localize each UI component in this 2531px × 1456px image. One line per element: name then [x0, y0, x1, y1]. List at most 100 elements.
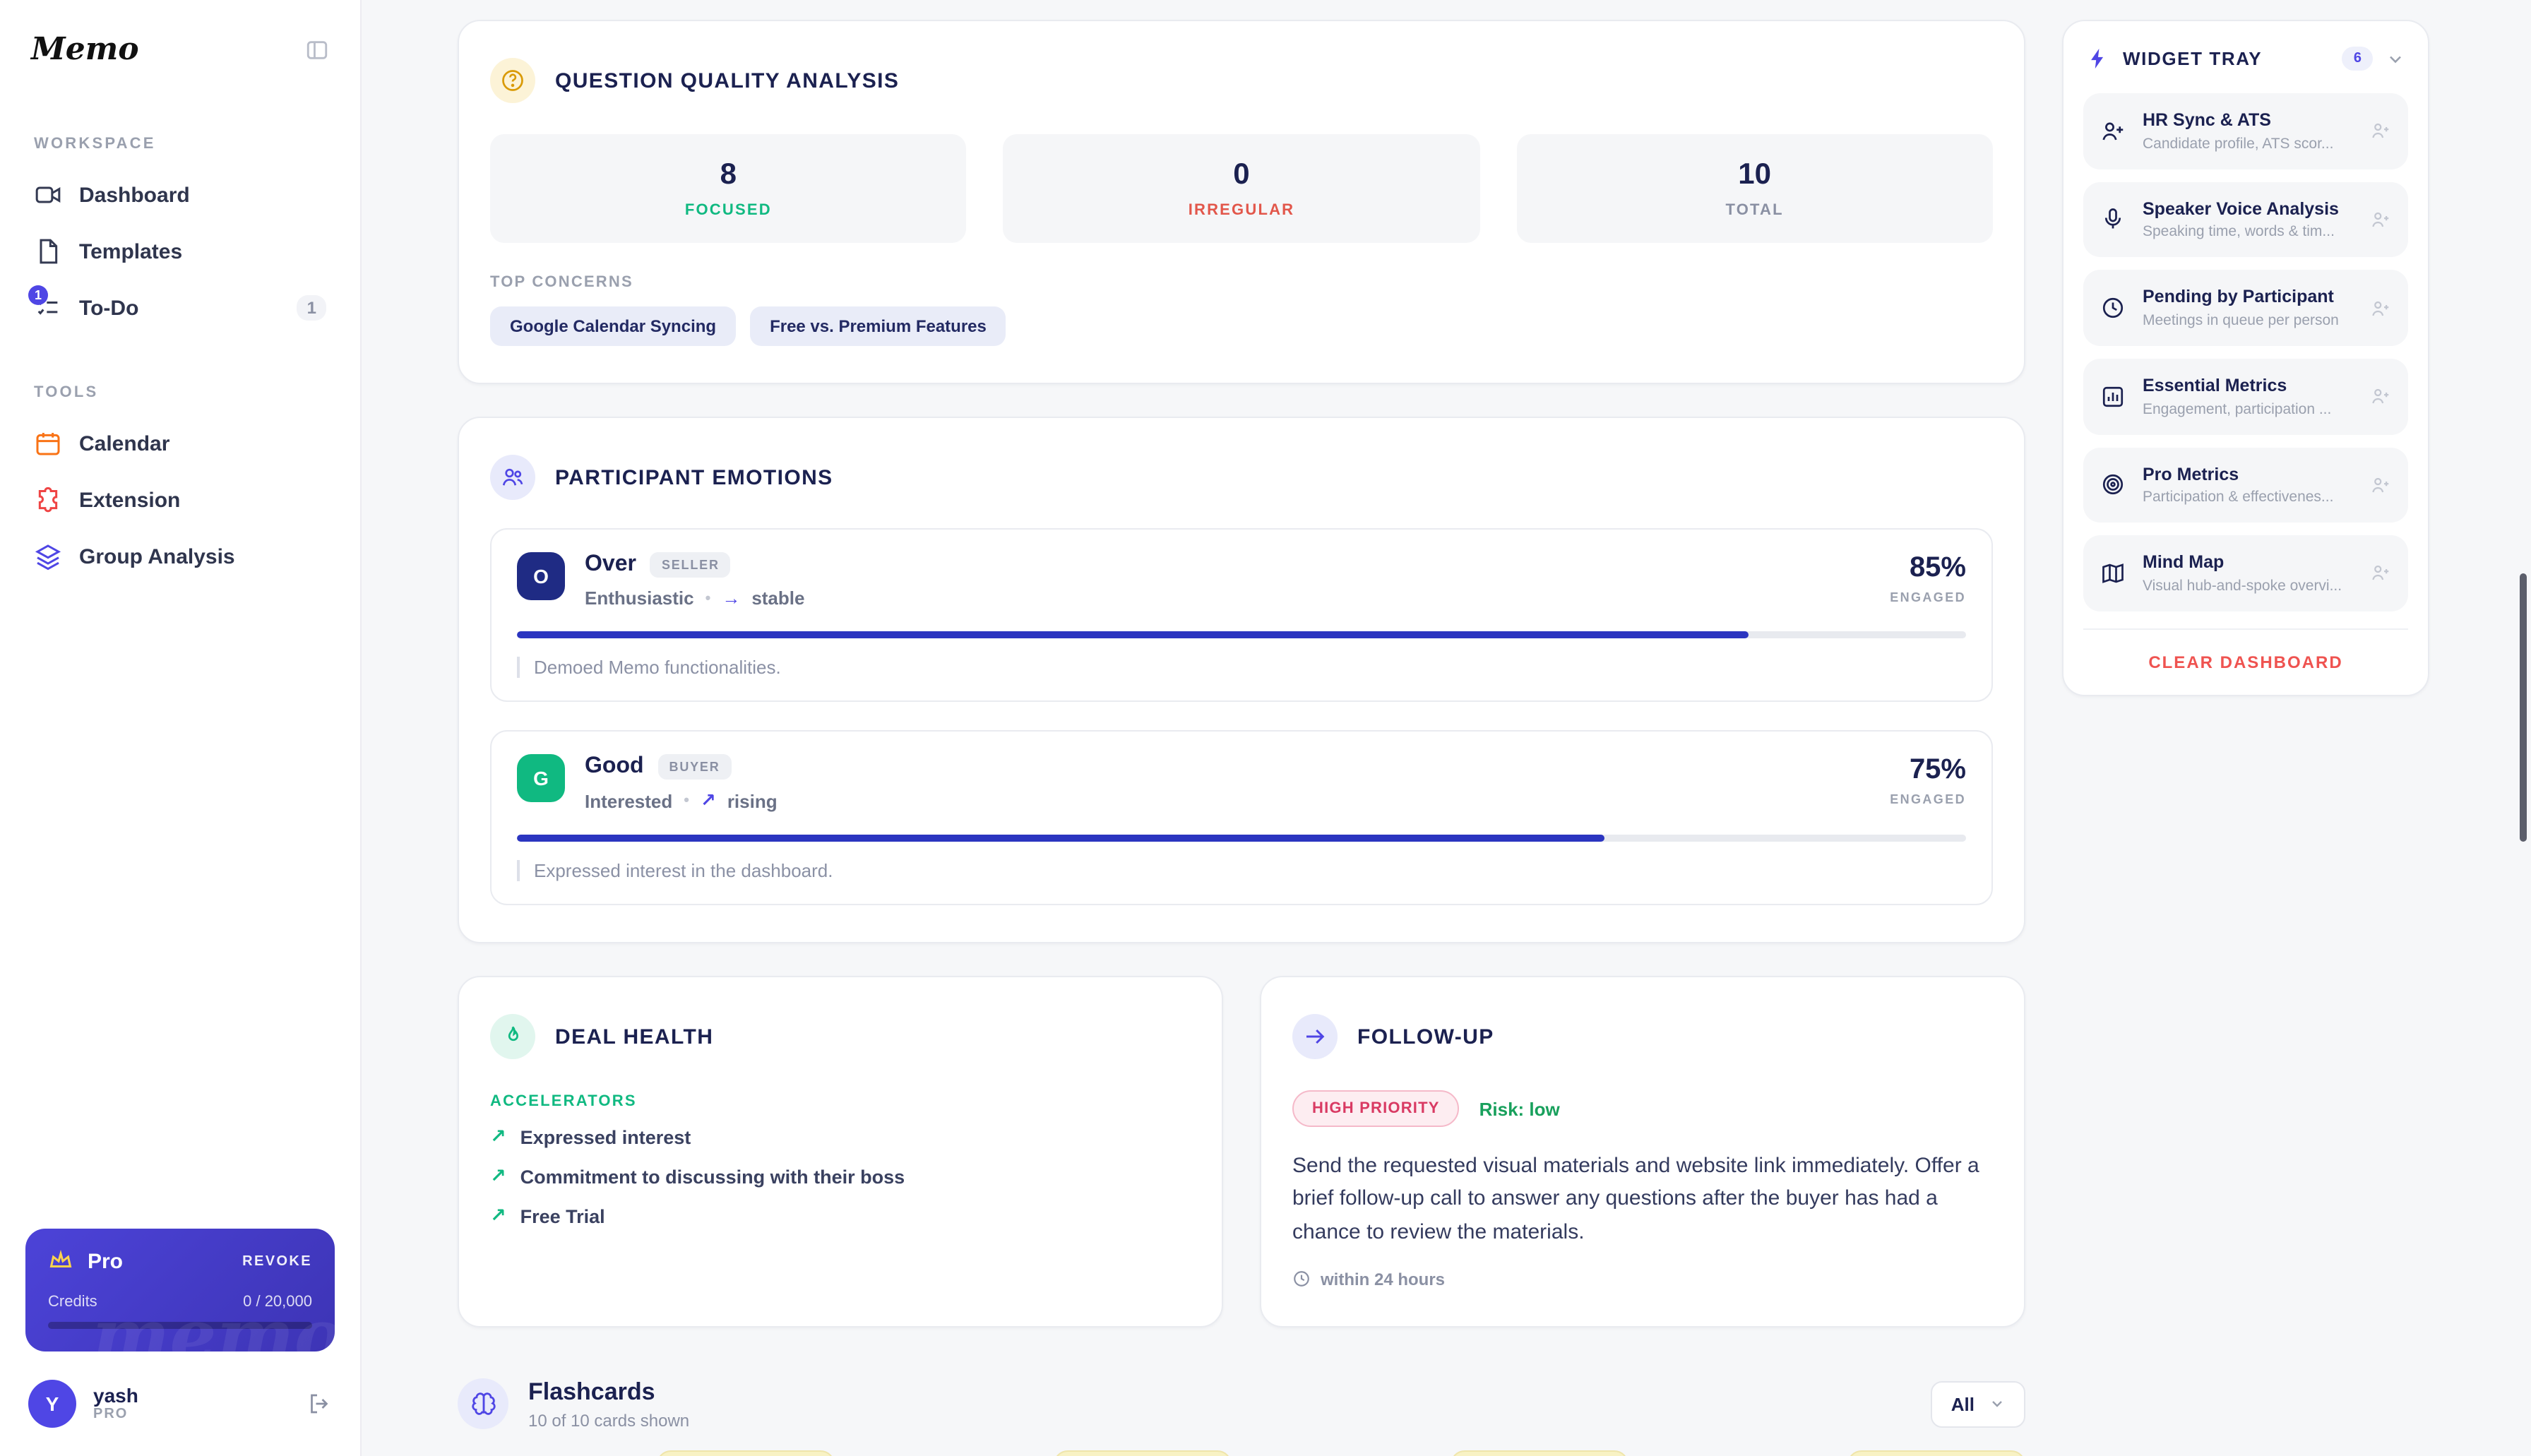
flashcard[interactable]: [1847, 1450, 2025, 1456]
accelerator-item: ↗ Expressed interest: [490, 1126, 1191, 1148]
map-icon: [2100, 561, 2126, 586]
flashcard[interactable]: [656, 1450, 835, 1456]
flame-icon: [490, 1014, 535, 1059]
card-title: QUESTION QUALITY ANALYSIS: [555, 68, 900, 93]
accelerator-label: Commitment to discussing with their boss: [520, 1166, 905, 1187]
layers-icon: [34, 542, 62, 571]
sidebar-item-todo[interactable]: 1 To-Do 1: [23, 280, 338, 336]
credits-value: 0 / 20,000: [243, 1294, 312, 1311]
flashcards-subtitle: 10 of 10 cards shown: [528, 1411, 690, 1431]
concern-chip: Free vs. Premium Features: [750, 306, 1006, 346]
add-widget-icon[interactable]: [2370, 209, 2391, 230]
sidebar-item-templates[interactable]: Templates: [23, 223, 338, 280]
engagement-bar: [517, 631, 1966, 638]
widget-title: Speaker Voice Analysis: [2143, 198, 2339, 219]
accelerator-item: ↗ Commitment to discussing with their bo…: [490, 1165, 1191, 1188]
sidebar-item-extension[interactable]: Extension: [23, 472, 338, 528]
flashcard[interactable]: [1450, 1450, 1628, 1456]
chevron-down-icon[interactable]: [2386, 49, 2405, 68]
priority-badge: HIGH PRIORITY: [1292, 1090, 1460, 1127]
widget-subtitle: Engagement, participation ...: [2143, 400, 2332, 417]
add-widget-icon[interactable]: [2370, 563, 2391, 584]
collapse-sidebar-icon[interactable]: [305, 37, 329, 61]
sidebar-item-calendar[interactable]: Calendar: [23, 415, 338, 472]
flashcard[interactable]: [1053, 1450, 1232, 1456]
sidebar-item-label: Group Analysis: [79, 544, 235, 568]
stat-label: IRREGULAR: [1188, 202, 1295, 219]
widget-title: Pending by Participant: [2143, 287, 2334, 307]
emotion-label: Enthusiastic: [585, 587, 694, 609]
user-profile[interactable]: Y yash PRO: [23, 1374, 338, 1433]
flashcards-strip: [458, 1450, 2025, 1456]
trend-rising-icon: ↗: [701, 789, 716, 811]
sidebar-item-label: Calendar: [79, 431, 170, 455]
dot-separator: •: [684, 792, 689, 809]
clear-dashboard-button[interactable]: CLEAR DASHBOARD: [2148, 652, 2343, 672]
stat-value: 0: [1233, 158, 1250, 191]
flashcards-filter-select[interactable]: All: [1931, 1380, 2025, 1428]
widget-mind-map[interactable]: Mind Map Visual hub-and-spoke overvi...: [2083, 535, 2408, 611]
filter-value: All: [1951, 1393, 1975, 1415]
follow-up-body: Send the requested visual materials and …: [1292, 1154, 1979, 1243]
stat-value: 10: [1738, 158, 1771, 191]
participant-row: G Good BUYER Interested • ↗ rising: [490, 730, 1993, 905]
stat-value: 8: [720, 158, 737, 191]
top-concerns-label: TOP CONCERNS: [490, 274, 633, 291]
stat-total: 10 TOTAL: [1516, 134, 1993, 243]
sidebar-item-group-analysis[interactable]: Group Analysis: [23, 528, 338, 585]
microphone-icon: [2100, 207, 2126, 232]
role-badge: SELLER: [650, 552, 731, 578]
add-widget-icon[interactable]: [2370, 297, 2391, 318]
card-title: DEAL HEALTH: [555, 1025, 714, 1049]
role-badge: BUYER: [657, 754, 732, 780]
engaged-label: ENGAGED: [1890, 792, 1966, 806]
add-widget-icon[interactable]: [2370, 386, 2391, 407]
widget-pending-participant[interactable]: Pending by Participant Meetings in queue…: [2083, 270, 2408, 346]
widget-hr-sync[interactable]: HR Sync & ATS Candidate profile, ATS sco…: [2083, 93, 2408, 169]
crown-icon: [48, 1248, 73, 1274]
credits-progress-bar: [48, 1322, 312, 1329]
arrow-up-right-icon: ↗: [490, 1126, 506, 1147]
trend-stable-icon: →: [722, 587, 741, 609]
target-icon: [2100, 472, 2126, 498]
logout-icon[interactable]: [306, 1391, 332, 1416]
add-widget-icon[interactable]: [2370, 475, 2391, 496]
main-content: QUESTION QUALITY ANALYSIS 8 FOCUSED 0 IR…: [362, 0, 2531, 1456]
pro-plan-card: Pro REVOKE Credits 0 / 20,000 memo: [25, 1229, 335, 1351]
lightning-icon: [2086, 47, 2110, 71]
app-logo: Memo: [31, 31, 139, 68]
sidebar-item-label: Templates: [79, 239, 183, 263]
stat-label: TOTAL: [1725, 202, 1784, 219]
stat-irregular: 0 IRREGULAR: [1003, 134, 1480, 243]
todo-count-badge: 1: [297, 295, 326, 321]
add-widget-icon[interactable]: [2370, 121, 2391, 142]
stat-label: FOCUSED: [684, 202, 772, 219]
widget-subtitle: Visual hub-and-spoke overvi...: [2143, 577, 2342, 595]
widget-essential-metrics[interactable]: Essential Metrics Engagement, participat…: [2083, 358, 2408, 434]
widget-speaker-voice[interactable]: Speaker Voice Analysis Speaking time, wo…: [2083, 181, 2408, 258]
accelerator-label: Free Trial: [520, 1205, 605, 1227]
clock-icon: [1292, 1270, 1311, 1289]
sidebar-item-label: To-Do: [79, 296, 139, 320]
widget-tray: WIDGET TRAY 6 HR Sync & ATS Candidate pr…: [2062, 20, 2429, 696]
dot-separator: •: [705, 590, 711, 607]
revoke-button[interactable]: REVOKE: [242, 1253, 312, 1269]
checklist-icon: 1: [28, 285, 62, 322]
widget-subtitle: Candidate profile, ATS scor...: [2143, 135, 2334, 153]
widget-pro-metrics[interactable]: Pro Metrics Participation & effectivenes…: [2083, 447, 2408, 523]
brain-icon: [458, 1378, 508, 1430]
engagement-bar: [517, 835, 1966, 842]
page-scrollbar[interactable]: [2520, 573, 2527, 842]
tray-title: WIDGET TRAY: [2123, 48, 2263, 69]
sidebar-item-dashboard[interactable]: Dashboard: [23, 167, 338, 223]
sidebar-item-label: Dashboard: [79, 183, 190, 207]
tools-section-label: TOOLS: [34, 384, 99, 401]
engagement-percent: 85%: [1909, 552, 1966, 583]
file-icon: [34, 237, 62, 265]
due-label: within 24 hours: [1321, 1269, 1446, 1289]
emotion-label: Interested: [585, 790, 673, 811]
widget-title: HR Sync & ATS: [2143, 110, 2271, 130]
people-icon: [490, 455, 535, 500]
follow-up-card: FOLLOW-UP HIGH PRIORITY Risk: low Send t…: [1260, 976, 2025, 1327]
